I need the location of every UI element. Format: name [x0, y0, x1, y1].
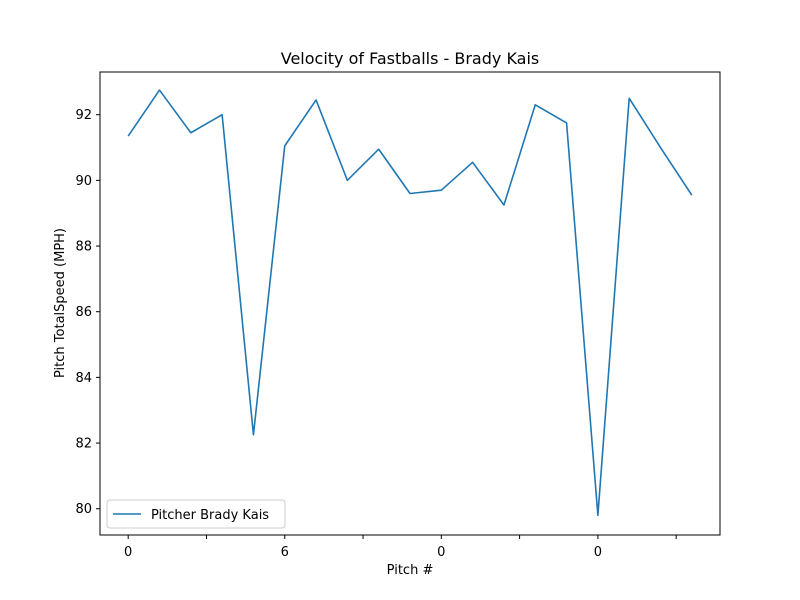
- y-tick-label: 92: [75, 108, 92, 123]
- legend-label: Pitcher Brady Kais: [151, 508, 269, 523]
- y-tick-label: 84: [75, 371, 92, 386]
- y-tick-label: 80: [75, 502, 92, 517]
- x-tick-label: 6: [281, 545, 289, 560]
- y-tick-label: 82: [75, 437, 92, 452]
- series-layer: [127, 89, 693, 517]
- y-tick-label: 86: [75, 305, 92, 320]
- y-axis: 80 82 84 86 88 90 92: [75, 108, 100, 517]
- series-line: [127, 89, 693, 517]
- plot-area: [99, 71, 721, 536]
- y-axis-title: Pitch TotalSpeed (MPH): [53, 228, 68, 378]
- legend-box: [106, 499, 286, 529]
- x-axis-title: Pitch #: [387, 563, 434, 578]
- x-tick-label: 0: [124, 545, 132, 560]
- legend: Pitcher Brady Kais: [106, 499, 286, 529]
- plot-frame: [99, 71, 721, 536]
- x-tick-label: 0: [594, 545, 602, 560]
- x-tick-label: 0: [437, 545, 445, 560]
- x-axis: 0 6 0 0: [124, 535, 677, 560]
- y-tick-label: 90: [75, 174, 92, 189]
- chart-title: Velocity of Fastballs - Brady Kais: [281, 49, 540, 68]
- y-tick-label: 88: [75, 240, 92, 255]
